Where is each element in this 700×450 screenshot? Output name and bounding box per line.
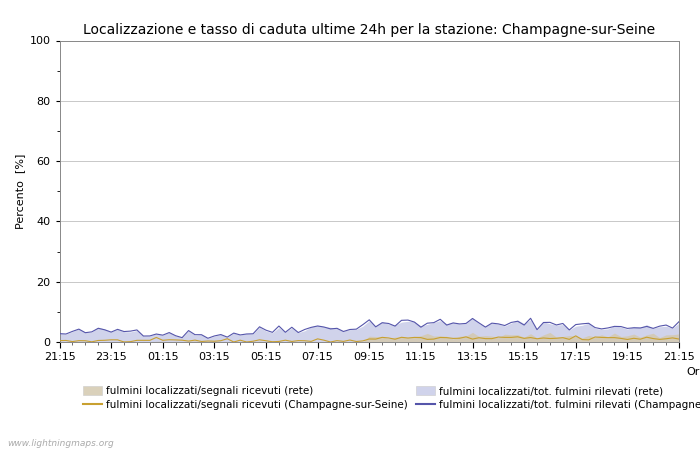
Text: www.lightningmaps.org: www.lightningmaps.org (7, 439, 113, 448)
Title: Localizzazione e tasso di caduta ultime 24h per la stazione: Champagne-sur-Seine: Localizzazione e tasso di caduta ultime … (83, 22, 655, 36)
Legend: fulmini localizzati/segnali ricevuti (rete), fulmini localizzati/segnali ricevut: fulmini localizzati/segnali ricevuti (re… (83, 387, 700, 410)
Y-axis label: Percento  [%]: Percento [%] (15, 153, 25, 229)
Text: Orario: Orario (686, 367, 700, 377)
